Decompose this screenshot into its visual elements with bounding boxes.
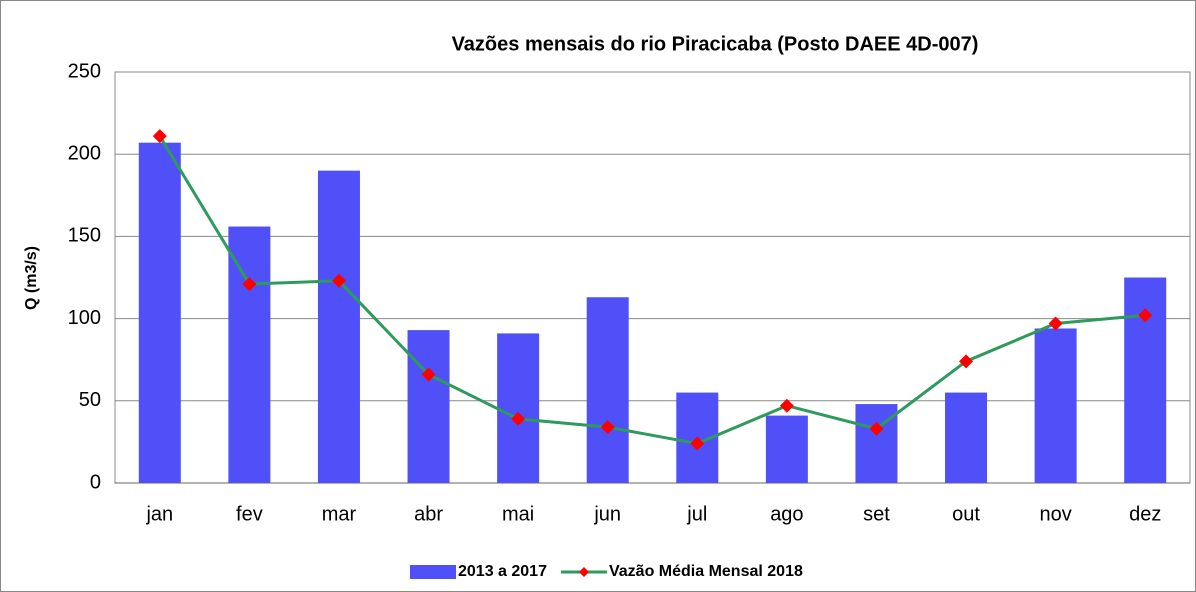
marker — [779, 398, 794, 413]
marker — [1138, 308, 1153, 323]
marker — [600, 420, 615, 435]
marker — [152, 129, 167, 144]
marker — [869, 421, 884, 436]
legend-label: Vazão Média Mensal 2018 — [609, 563, 803, 580]
bar — [586, 297, 629, 483]
marker — [331, 273, 346, 288]
y-tick-label: 50 — [79, 389, 101, 411]
x-tick-label: out — [952, 503, 980, 525]
chart-title: Vazões mensais do rio Piracicaba (Posto … — [452, 33, 979, 55]
x-tick-label: mai — [502, 503, 534, 525]
y-tick-label: 0 — [90, 471, 101, 493]
x-tick-label: nov — [1040, 503, 1072, 525]
bar — [228, 226, 271, 483]
x-tick-label: set — [863, 503, 890, 525]
legend-swatch — [410, 565, 456, 579]
marker — [959, 354, 974, 369]
x-tick-label: mar — [322, 503, 357, 525]
marker — [421, 367, 436, 382]
x-tick-label: ago — [770, 503, 803, 525]
bar — [765, 415, 808, 483]
legend-swatch — [578, 567, 589, 577]
marker — [242, 277, 257, 292]
bar — [138, 142, 181, 483]
bar — [317, 170, 360, 483]
x-tick-label: fev — [236, 503, 263, 525]
bar — [1034, 328, 1077, 483]
marker — [1048, 316, 1063, 331]
y-tick-label: 200 — [68, 142, 101, 164]
bar — [497, 333, 540, 483]
y-tick-label: 100 — [68, 307, 101, 329]
legend-label: 2013 a 2017 — [458, 563, 547, 580]
y-axis-label: Q (m3/s) — [23, 246, 40, 310]
x-tick-label: jun — [593, 503, 621, 525]
x-tick-label: abr — [414, 503, 443, 525]
x-tick-label: jul — [686, 503, 707, 525]
line — [158, 135, 1146, 446]
marker — [690, 436, 705, 451]
marker — [511, 411, 526, 426]
y-tick-label: 250 — [68, 60, 101, 82]
bar — [407, 330, 450, 483]
y-tick-label: 150 — [68, 225, 101, 247]
x-tick-label: dez — [1129, 503, 1161, 525]
x-tick-label: jan — [145, 503, 173, 525]
bar — [945, 392, 988, 483]
